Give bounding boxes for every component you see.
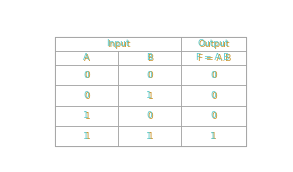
Text: 0: 0 xyxy=(84,71,89,80)
Bar xyxy=(118,65,181,85)
Bar xyxy=(55,126,118,146)
Bar xyxy=(55,85,118,106)
Text: 1: 1 xyxy=(146,132,152,141)
Bar xyxy=(181,85,246,106)
Text: 1: 1 xyxy=(84,132,90,141)
Text: 1: 1 xyxy=(146,91,152,100)
Text: Input: Input xyxy=(107,40,131,49)
Text: A: A xyxy=(84,54,91,63)
Text: 1: 1 xyxy=(84,111,89,120)
Bar xyxy=(181,65,246,85)
Text: Output: Output xyxy=(198,40,230,49)
Text: 0: 0 xyxy=(210,91,216,100)
Text: 0: 0 xyxy=(211,112,217,121)
Bar xyxy=(181,106,246,126)
Text: 0: 0 xyxy=(211,71,217,80)
Text: 0: 0 xyxy=(147,71,153,80)
Text: 1: 1 xyxy=(147,92,153,101)
Bar xyxy=(181,126,246,146)
Text: 1: 1 xyxy=(147,132,153,141)
Text: A: A xyxy=(83,53,89,62)
Text: 0: 0 xyxy=(84,91,89,100)
Text: 1: 1 xyxy=(84,112,90,121)
Text: B: B xyxy=(147,54,154,63)
Text: F = A.B: F = A.B xyxy=(197,54,231,63)
Text: Output: Output xyxy=(197,39,229,48)
Text: 0: 0 xyxy=(210,71,216,80)
Bar xyxy=(55,36,181,51)
Bar xyxy=(55,36,246,146)
Text: 0: 0 xyxy=(146,71,152,80)
Bar xyxy=(118,126,181,146)
Bar xyxy=(55,106,118,126)
Text: 0: 0 xyxy=(147,112,153,121)
Text: 1: 1 xyxy=(210,132,216,141)
Text: 1: 1 xyxy=(84,132,89,141)
Bar xyxy=(55,65,118,85)
Text: B: B xyxy=(146,53,152,62)
Text: 0: 0 xyxy=(210,111,216,120)
Bar xyxy=(55,51,118,65)
Bar xyxy=(118,106,181,126)
Text: 0: 0 xyxy=(84,71,90,80)
Text: 1: 1 xyxy=(211,132,217,141)
Text: F = A.B: F = A.B xyxy=(196,53,230,62)
Text: 0: 0 xyxy=(146,111,152,120)
Bar xyxy=(118,51,181,65)
Bar xyxy=(118,85,181,106)
Bar xyxy=(181,36,246,51)
Text: Input: Input xyxy=(106,39,130,48)
Text: 0: 0 xyxy=(211,92,217,101)
Bar xyxy=(181,51,246,65)
Text: 0: 0 xyxy=(84,92,90,101)
